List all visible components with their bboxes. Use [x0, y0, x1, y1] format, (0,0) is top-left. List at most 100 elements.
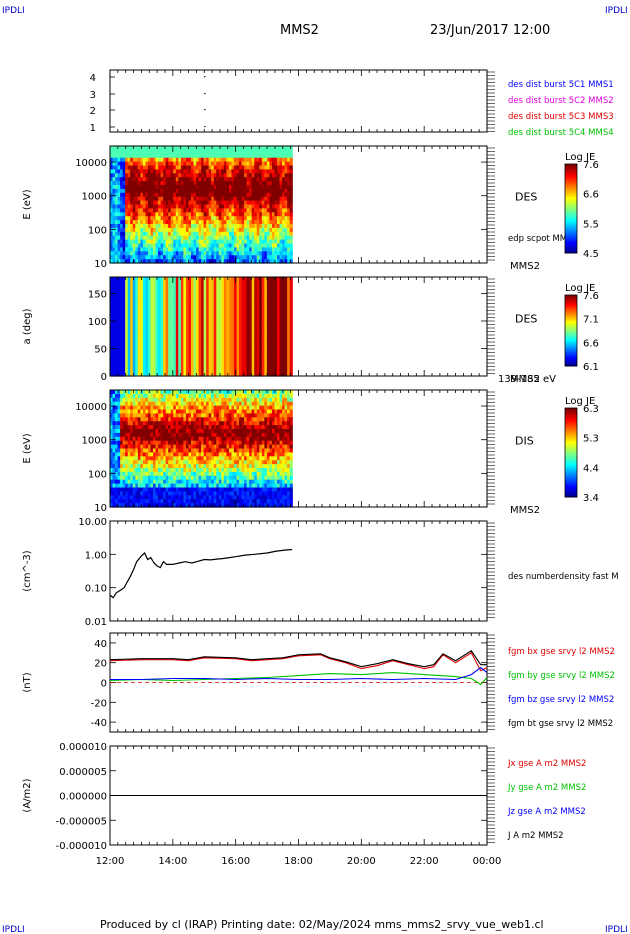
- spectrogram-cell: [271, 362, 276, 367]
- spectrogram-cell: [203, 293, 207, 298]
- spectrogram-cell: [190, 173, 195, 178]
- spectrogram-cell: [190, 146, 195, 151]
- spectrogram-cell: [254, 200, 258, 206]
- spectrogram-cell: [170, 310, 174, 314]
- spectrogram-cell: [112, 227, 116, 233]
- spectrogram-cell: [178, 188, 182, 194]
- spectrogram-cell: [271, 181, 276, 186]
- spectrogram-cell: [284, 165, 288, 170]
- spectrogram-cell: [160, 224, 164, 229]
- colorbar-cell: [565, 206, 577, 209]
- spectrogram-cell: [163, 326, 167, 331]
- spectrogram-cell: [193, 181, 197, 186]
- spectrogram-cell: [112, 283, 116, 288]
- spectrogram-cell: [188, 346, 192, 351]
- spectrogram-cell: [203, 372, 207, 377]
- spectrogram-cell: [150, 277, 154, 281]
- spectrogram-cell: [130, 149, 134, 155]
- spectrogram-cell: [271, 349, 276, 354]
- spectrogram-cell: [160, 313, 164, 318]
- spectrogram-cell: [178, 239, 182, 245]
- spectrogram-cell: [117, 286, 121, 291]
- spectrogram-cell: [140, 283, 144, 288]
- spectrogram-cell: [198, 153, 202, 159]
- spectrogram-cell: [251, 359, 255, 364]
- colorbar-cell: [565, 302, 577, 305]
- spectrogram-cell: [190, 149, 195, 155]
- spectrogram-cell: [289, 227, 293, 233]
- spectrogram-cell: [112, 310, 116, 314]
- spectrogram-cell: [284, 224, 288, 229]
- spectrogram-cell: [216, 243, 220, 248]
- spectrogram-cell: [208, 280, 212, 285]
- spectrogram-cell: [178, 303, 182, 308]
- spectrogram-cell: [110, 390, 114, 395]
- spectrogram-cell: [208, 359, 212, 364]
- spectrogram-cell: [259, 169, 263, 174]
- colorbar-cell: [565, 228, 577, 232]
- spectrogram-cell: [112, 479, 116, 485]
- spectrogram-cell: [244, 356, 248, 361]
- spectrogram-cell: [190, 366, 195, 370]
- spectrogram-cell: [261, 169, 265, 174]
- spectrogram-cell: [155, 313, 159, 318]
- spectrogram-cell: [279, 372, 283, 377]
- spectrogram-cell: [193, 300, 197, 304]
- spectrogram-cell: [112, 343, 116, 347]
- spectrogram-cell: [223, 283, 228, 288]
- colorbar-cell: [565, 181, 577, 185]
- spectrogram-cell: [246, 369, 250, 374]
- spectrogram-cell: [213, 196, 217, 202]
- spectrogram-cell: [282, 316, 286, 321]
- spectrogram-cell: [127, 169, 131, 174]
- spectrogram-cell: [244, 290, 248, 295]
- spectrogram-cell: [249, 329, 253, 334]
- spectrogram-cell: [231, 146, 235, 151]
- spectrogram-cell: [287, 303, 291, 308]
- spectrogram-cell: [117, 468, 121, 473]
- spectrogram-cell: [122, 326, 126, 331]
- spectrogram-cell: [132, 296, 136, 301]
- spectrogram-cell: [221, 161, 225, 167]
- spectrogram-cell: [140, 323, 144, 328]
- spectrogram-cell: [282, 196, 286, 202]
- colorbar-cell: [565, 239, 577, 243]
- spectrogram-cell: [127, 212, 131, 217]
- spectrogram-cell: [130, 153, 134, 159]
- spectrogram-cell: [231, 204, 235, 209]
- spectrogram-cell: [198, 204, 202, 209]
- spectrogram-cell: [110, 310, 114, 314]
- spectrogram-cell: [216, 359, 220, 364]
- spectrogram-cell: [175, 306, 179, 311]
- spectrogram-cell: [246, 146, 250, 151]
- spectrogram-cell: [173, 231, 177, 237]
- spectrogram-cell: [277, 310, 281, 314]
- spectrogram-cell: [269, 290, 273, 295]
- spectrogram-cell: [175, 169, 179, 174]
- spectrogram-cell: [193, 316, 197, 321]
- spectrogram-cell: [201, 333, 205, 337]
- spectrogram-cell: [180, 177, 184, 182]
- spectrogram-cell: [246, 280, 250, 285]
- colorbar-cell: [565, 358, 577, 362]
- spectrogram-cell: [165, 310, 169, 314]
- spectrogram-cell: [289, 313, 293, 318]
- spectrogram-cell: [125, 323, 129, 328]
- spectrogram-cell: [196, 300, 200, 304]
- spectrogram-cell: [147, 333, 152, 337]
- spectrogram-cell: [287, 306, 291, 311]
- spectrogram-cell: [185, 339, 190, 344]
- spectrogram-cell: [170, 283, 174, 288]
- spectrogram-cell: [155, 349, 159, 354]
- spectrogram-cell: [110, 343, 114, 347]
- spectrogram-cell: [228, 362, 233, 367]
- spectrogram-cell: [160, 303, 164, 308]
- spectrogram-cell: [120, 405, 124, 411]
- spectrogram-cell: [196, 352, 200, 357]
- spectrogram-cell: [120, 471, 124, 477]
- spectrogram-cell: [175, 349, 179, 354]
- spectrogram-cell: [241, 251, 245, 256]
- spectrogram-cell: [271, 235, 276, 241]
- spectrogram-cell: [190, 255, 195, 260]
- spectrogram-cell: [130, 366, 134, 370]
